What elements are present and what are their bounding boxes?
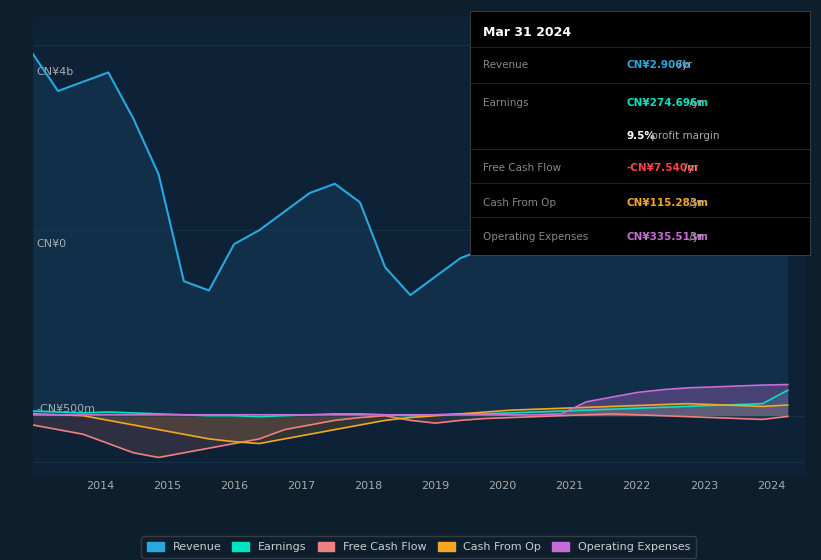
Text: Operating Expenses: Operating Expenses [484,232,589,242]
Text: Mar 31 2024: Mar 31 2024 [484,26,571,39]
Text: CN¥335.513m: CN¥335.513m [626,232,709,242]
Text: CN¥0: CN¥0 [37,239,67,249]
Text: Free Cash Flow: Free Cash Flow [484,164,562,174]
Text: Earnings: Earnings [484,97,529,108]
Text: /yr: /yr [686,232,704,242]
Text: Revenue: Revenue [484,60,529,70]
Text: CN¥274.696m: CN¥274.696m [626,97,709,108]
Text: 9.5%: 9.5% [626,130,655,141]
Text: -CN¥500m: -CN¥500m [37,404,96,414]
Text: CN¥115.283m: CN¥115.283m [626,198,709,208]
Text: CN¥2.906b: CN¥2.906b [626,60,690,70]
Text: -CN¥7.540m: -CN¥7.540m [626,164,699,174]
Text: profit margin: profit margin [648,130,720,141]
Text: /yr: /yr [686,97,704,108]
Text: /yr: /yr [686,198,704,208]
Text: /yr: /yr [676,60,693,70]
Text: /yr: /yr [681,164,698,174]
Text: Cash From Op: Cash From Op [484,198,557,208]
Legend: Revenue, Earnings, Free Cash Flow, Cash From Op, Operating Expenses: Revenue, Earnings, Free Cash Flow, Cash … [141,536,696,558]
Text: CN¥4b: CN¥4b [37,67,74,77]
